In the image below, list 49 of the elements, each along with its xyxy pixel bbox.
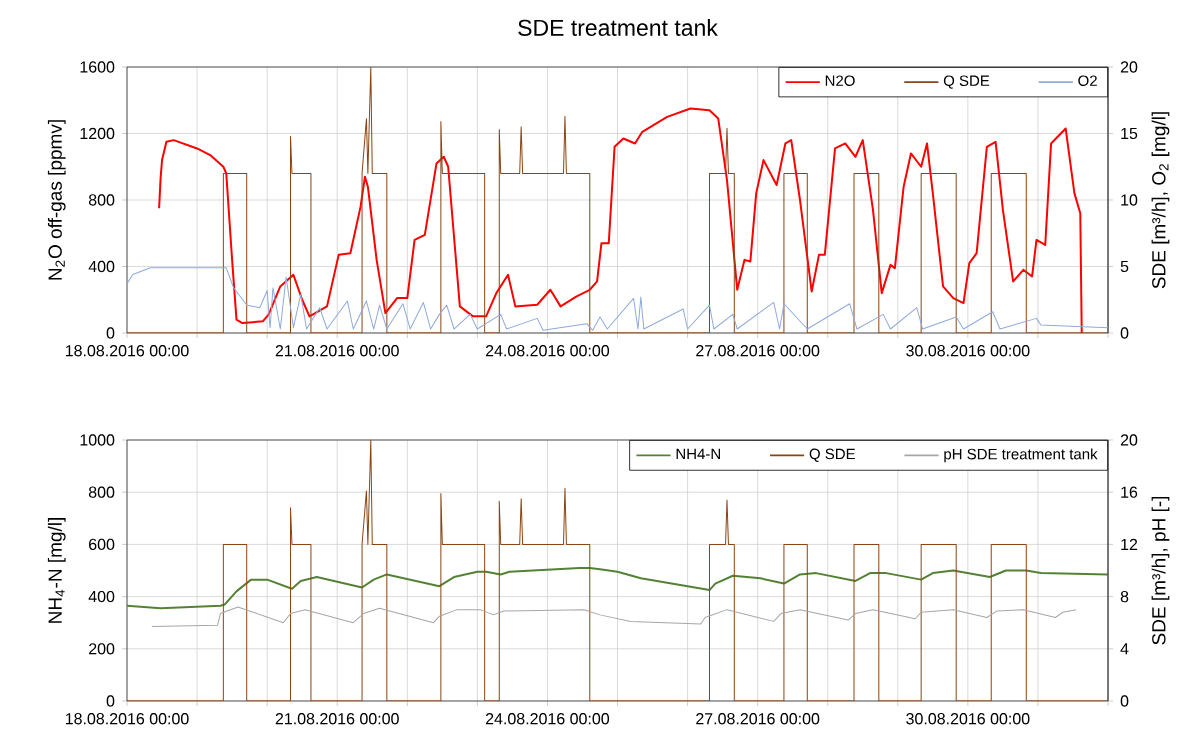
y2-tick-label: 8 (1120, 590, 1129, 603)
legend-label: N2O (825, 75, 855, 87)
legend-label: NH4-N (676, 448, 720, 459)
y2-tick-label: 0 (1120, 695, 1129, 707)
y-axis-title: N$_{2}$O off-gas [ppmv] (47, 120, 66, 280)
y-tick-label: 1200 (80, 127, 115, 140)
y-tick-label: 200 (89, 643, 115, 655)
y2-tick-label: 15 (1121, 127, 1138, 140)
y-tick-label: 800 (88, 194, 115, 206)
y2-tick-label: 0 (1120, 327, 1129, 339)
legend-label: pH SDE treatment tank (944, 448, 1098, 463)
y-tick-label: 600 (89, 538, 115, 551)
line-series (127, 67, 1109, 333)
y-tick-label: 1600 (80, 61, 115, 73)
x-tick-label: 27.08.2016 00:00 (696, 345, 820, 357)
line-series (158, 107, 1083, 333)
y2-tick-label: 10 (1121, 194, 1138, 206)
x-tick-label: 21.08.2016 00:00 (275, 713, 399, 725)
y-tick-label: 0 (106, 327, 115, 339)
x-tick-label: 24.08.2016 00:00 (485, 345, 610, 357)
line-series (127, 566, 1109, 610)
y2-tick-label: 4 (1120, 643, 1129, 655)
x-tick-label: 27.08.2016 00:00 (696, 713, 820, 725)
y-axis-title: NH$_{4}$-N [mg/l] (47, 518, 66, 623)
chart-title: SDE treatment tank (518, 19, 718, 36)
y2-tick-label: 20 (1120, 434, 1138, 446)
x-tick-label: 30.08.2016 00:00 (906, 713, 1030, 725)
y-tick-label: 1000 (80, 434, 115, 446)
x-tick-label: 24.08.2016 00:00 (485, 713, 610, 725)
line-series (127, 267, 1109, 331)
legend-label: Q SDE (809, 448, 855, 462)
x-tick-label: 30.08.2016 00:00 (906, 345, 1030, 357)
line-series (127, 439, 1109, 701)
y-tick-label: 400 (88, 260, 115, 273)
line-series (151, 606, 1077, 628)
y2-axis-title: SDE [m³/h], O$_{2}$ [mg/l] (1151, 112, 1170, 289)
x-tick-label: 21.08.2016 00:00 (275, 345, 399, 357)
y-tick-label: 800 (88, 486, 115, 498)
y2-tick-label: 12 (1121, 538, 1138, 550)
x-tick-label: 18.08.2016 00:00 (65, 345, 189, 357)
y-tick-label: 400 (88, 590, 115, 603)
x-tick-label: 18.08.2016 00:00 (65, 713, 189, 725)
y2-tick-label: 20 (1120, 61, 1138, 73)
y2-tick-label: 16 (1121, 486, 1138, 498)
legend-label: Q SDE (943, 75, 990, 89)
legend-label: O2 (1078, 75, 1097, 87)
y2-axis-title: SDE [m³/h], pH [-] (1151, 496, 1170, 645)
y-tick-label: 0 (106, 695, 115, 707)
y2-tick-label: 5 (1120, 260, 1129, 273)
